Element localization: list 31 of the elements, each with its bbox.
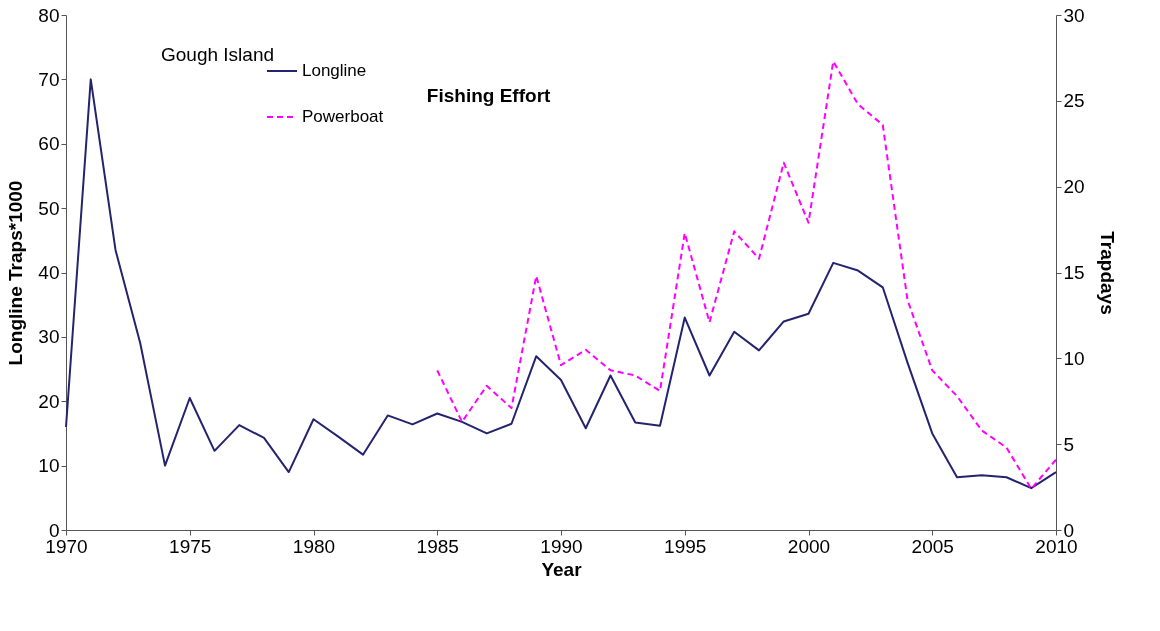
- y-tick-label: 60: [38, 133, 60, 155]
- y2-tick-label: 30: [1063, 4, 1085, 26]
- y2-tick-label: 25: [1063, 90, 1085, 112]
- y-tick-label: 30: [38, 326, 60, 348]
- legend-label: Powerboat: [302, 107, 384, 126]
- y2-tick-label: 15: [1063, 262, 1085, 283]
- y-tick-label: 50: [38, 197, 60, 219]
- y2-tick-label: 20: [1063, 176, 1085, 198]
- y-tick-label: 10: [38, 455, 60, 477]
- y2-tick-label: 10: [1063, 347, 1085, 369]
- y-tick-label: 80: [38, 4, 60, 26]
- y-tick-label: 0: [48, 519, 60, 541]
- x-tick-label: 1975: [169, 535, 212, 557]
- x-tick-label: 1985: [416, 535, 459, 557]
- y2-axis-title: Trapdays: [1096, 231, 1118, 315]
- y2-tick-label: 5: [1063, 433, 1075, 455]
- x-tick-label: 1990: [540, 535, 583, 557]
- y-tick-label: 70: [38, 68, 60, 90]
- y-tick-label: 40: [38, 262, 60, 283]
- x-tick-label: 2005: [911, 535, 954, 557]
- x-tick-label: 1980: [292, 535, 336, 557]
- text: Fishing Effort: [426, 85, 552, 106]
- y2-tick-label: 0: [1063, 519, 1075, 541]
- x-tick-label: 1995: [664, 535, 707, 557]
- x-axis-title: Year: [541, 558, 583, 580]
- y-axis-title: Longline Traps*1000: [5, 180, 27, 366]
- annotation: Gough Island: [161, 44, 275, 65]
- y-tick-label: 20: [38, 390, 60, 412]
- legend-label: Longline: [302, 61, 367, 80]
- x-tick-label: 2000: [787, 535, 831, 557]
- line-series: [65, 78, 1057, 490]
